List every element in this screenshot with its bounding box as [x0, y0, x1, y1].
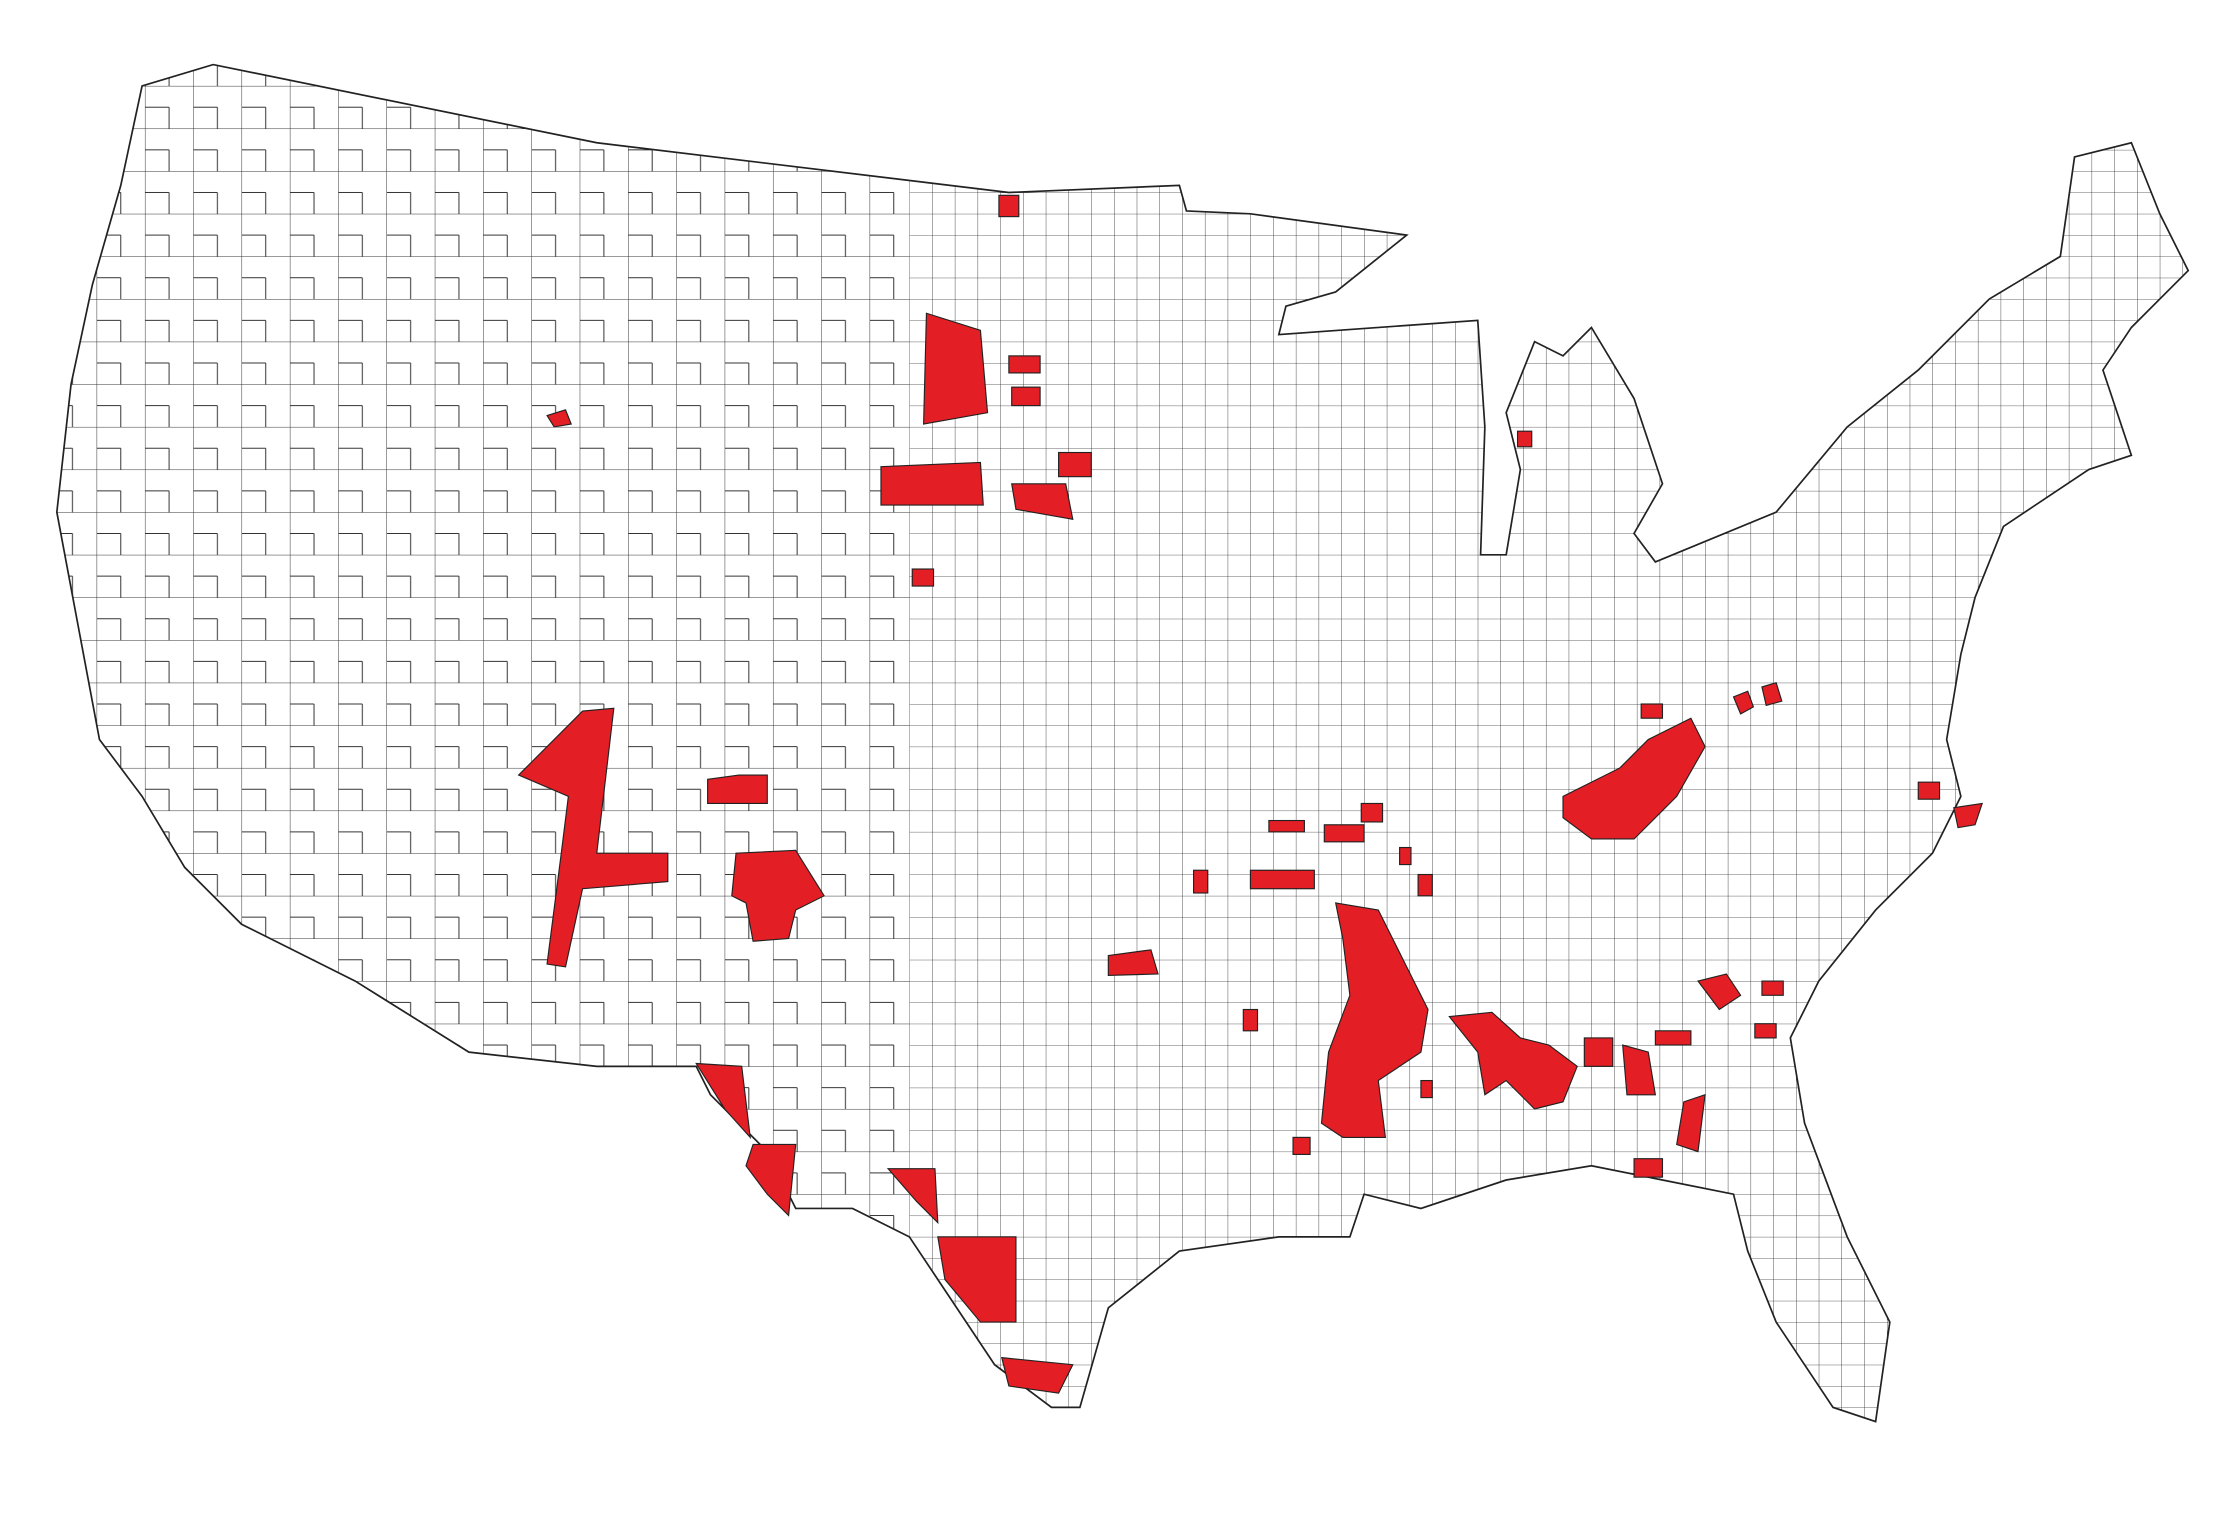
- county: [1761, 681, 1783, 707]
- county: [1417, 873, 1433, 897]
- county: [1754, 1023, 1777, 1039]
- county: [1193, 869, 1209, 894]
- county: [1761, 980, 1784, 996]
- county: [1058, 451, 1092, 478]
- county: [1676, 1093, 1706, 1153]
- county: [911, 568, 935, 587]
- county: [1001, 1356, 1074, 1394]
- county: [1448, 1011, 1578, 1110]
- county: [1360, 802, 1384, 823]
- county: [1242, 1008, 1259, 1032]
- county: [1268, 819, 1305, 833]
- county: [1420, 1079, 1433, 1099]
- county: [1953, 802, 1984, 829]
- county: [546, 409, 572, 428]
- county: [1011, 386, 1041, 407]
- county: [745, 1143, 797, 1217]
- county: [1516, 430, 1533, 448]
- county: [1654, 1030, 1692, 1046]
- highlighted-counties: [517, 194, 1984, 1394]
- county: [1320, 902, 1429, 1138]
- county: [1107, 949, 1159, 976]
- county: [1008, 355, 1041, 374]
- county: [1292, 1136, 1311, 1156]
- county: [695, 1062, 752, 1140]
- county: [707, 774, 768, 805]
- county: [937, 1236, 1017, 1323]
- county: [923, 312, 989, 425]
- county: [1399, 846, 1412, 866]
- county: [1917, 781, 1941, 800]
- county: [1323, 824, 1365, 843]
- county: [1583, 1037, 1614, 1067]
- county: [1011, 483, 1074, 520]
- county: [731, 849, 825, 942]
- county: [1622, 1044, 1657, 1096]
- county: [1562, 717, 1706, 840]
- county: [1697, 973, 1742, 1011]
- county: [1732, 690, 1755, 715]
- county: [998, 194, 1020, 218]
- county: [1633, 1158, 1664, 1178]
- county: [1249, 869, 1315, 890]
- county: [517, 707, 669, 968]
- county: [880, 461, 984, 506]
- county: [1640, 703, 1664, 719]
- county: [886, 1168, 939, 1225]
